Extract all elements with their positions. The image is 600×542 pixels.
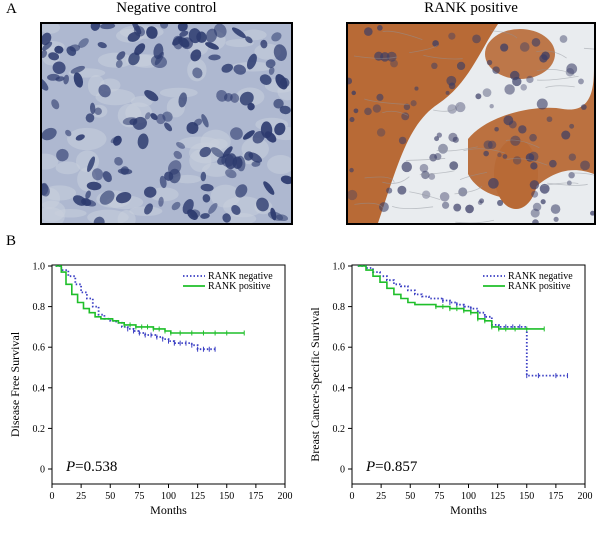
- x-axis-label: Months: [150, 503, 187, 517]
- series-line-rank-negative: [55, 265, 216, 351]
- x-tick-label: 0: [350, 491, 355, 502]
- y-tick-label: 0.2: [33, 424, 46, 435]
- y-tick-label: 0.4: [333, 383, 346, 394]
- dfs-survival-plot: 0 0.2 0.4 0.6 0.8 1.0 0 25 50 75 100 125 150 175 200 Mo…: [0, 248, 300, 537]
- y-tick-label: 0.8: [333, 302, 346, 313]
- legend-entry: RANK positive: [508, 281, 571, 292]
- y-axis-label: Breast Cancer-Specific Survival: [308, 307, 322, 462]
- y-tick-label: 0.6: [33, 343, 46, 354]
- x-tick-label: 25: [376, 491, 386, 502]
- rank-positive-micrograph: [346, 22, 596, 225]
- x-tick-label: 100: [161, 491, 176, 502]
- negative-control-micrograph: [40, 22, 293, 225]
- x-tick-label: 125: [490, 491, 505, 502]
- series-line-rank-negative: [357, 265, 568, 377]
- x-tick-label: 150: [219, 491, 234, 502]
- x-tick-label: 150: [519, 491, 534, 502]
- x-tick-label: 175: [248, 491, 263, 502]
- x-tick-label: 175: [548, 491, 563, 502]
- p-value-annotation: P=0.857: [365, 459, 418, 475]
- legend-entry: RANK negative: [208, 271, 273, 282]
- y-tick-label: 1.0: [33, 262, 46, 273]
- x-tick-label: 25: [76, 491, 86, 502]
- x-tick-label: 50: [105, 491, 115, 502]
- rank-positive-title: RANK positive: [424, 0, 518, 16]
- x-tick-label: 75: [434, 491, 444, 502]
- panel-label-b: B: [6, 233, 17, 249]
- negative-control-title: Negative control: [116, 0, 217, 16]
- y-tick-label: 1.0: [333, 262, 346, 273]
- plot-frame: [351, 264, 586, 485]
- y-tick-label: 0: [40, 465, 45, 476]
- y-axis-label: Disease Free Survival: [8, 331, 22, 437]
- y-tick-label: 0.8: [33, 302, 46, 313]
- panel-label-a: A: [6, 1, 17, 17]
- y-tick-label: 0.6: [333, 343, 346, 354]
- bcss-plot-svg: 0 0.2 0.4 0.6 0.8 1.0 0 25 50 75 100 125 150 175 200 Mo…: [308, 262, 593, 518]
- x-tick-label: 75: [134, 491, 144, 502]
- x-tick-label: 200: [578, 491, 593, 502]
- dab-stain-texture: [348, 24, 594, 223]
- x-tick-label: 200: [278, 491, 293, 502]
- hematoxylin-texture: [42, 24, 291, 223]
- bcss-survival-plot: 0 0.2 0.4 0.6 0.8 1.0 0 25 50 75 100 125 150 175 200 Mo…: [300, 248, 600, 537]
- x-tick-label: 50: [405, 491, 415, 502]
- y-tick-label: 0: [340, 465, 345, 476]
- legend-entry: RANK positive: [208, 281, 271, 292]
- y-tick-label: 0.4: [33, 383, 46, 394]
- dfs-plot-svg: 0 0.2 0.4 0.6 0.8 1.0 0 25 50 75 100 125 150 175 200 Mo…: [8, 262, 293, 518]
- legend-entry: RANK negative: [508, 271, 573, 282]
- p-value-annotation: P=0.538: [65, 459, 117, 475]
- x-tick-label: 125: [190, 491, 205, 502]
- x-tick-label: 0: [50, 491, 55, 502]
- y-tick-label: 0.2: [333, 424, 346, 435]
- x-tick-label: 100: [461, 491, 476, 502]
- x-axis-label: Months: [450, 503, 487, 517]
